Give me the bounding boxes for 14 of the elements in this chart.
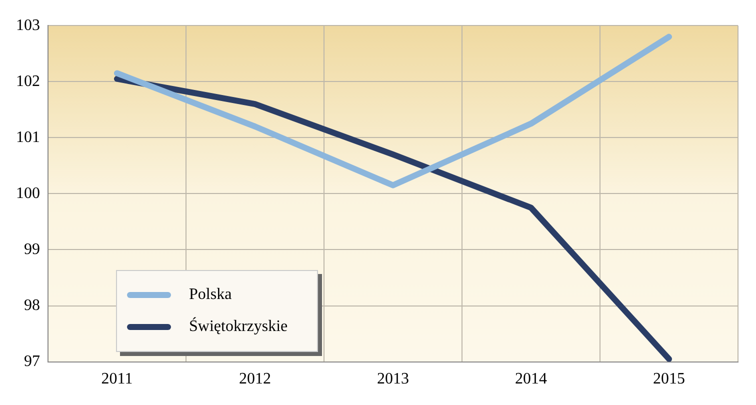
- y-tick-label: 102: [16, 72, 40, 90]
- y-tick-label: 100: [16, 184, 40, 202]
- x-tick-label: 2012: [239, 370, 271, 388]
- y-tick-label: 103: [16, 16, 40, 34]
- x-tick-label: 2011: [101, 370, 133, 388]
- x-tick-label: 2015: [653, 370, 685, 388]
- y-tick-label: 98: [24, 296, 40, 314]
- x-tick-label: 2013: [377, 370, 409, 388]
- y-tick-label: 97: [24, 353, 40, 370]
- legend-label: Świętokrzyskie: [189, 318, 288, 336]
- y-tick-label: 101: [16, 128, 40, 146]
- y-tick-label: 99: [24, 240, 40, 258]
- legend-label: Polska: [189, 286, 232, 304]
- x-tick-label: 2014: [515, 370, 547, 388]
